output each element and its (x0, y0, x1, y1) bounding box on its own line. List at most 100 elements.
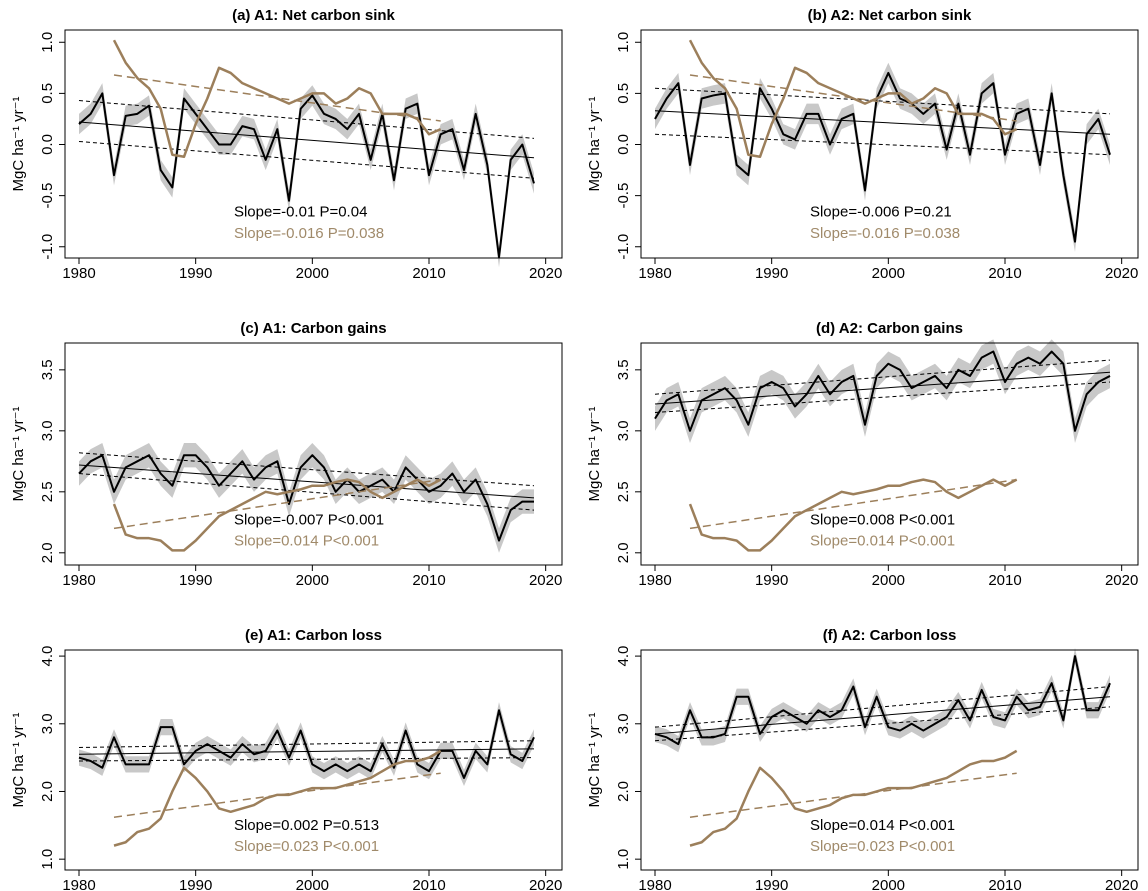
x-tick-label: 2010 (988, 265, 1021, 282)
x-tick-label: 1980 (62, 572, 95, 589)
ci-line (654, 87, 1111, 115)
series-line (654, 350, 1111, 432)
trend-line (689, 772, 1017, 818)
trend-line (654, 371, 1111, 405)
x-tick-label: 2010 (412, 572, 445, 589)
x-tick-label: 1980 (62, 265, 95, 282)
plot-frame (640, 29, 1139, 259)
trend-line (78, 464, 535, 499)
series-line (78, 709, 535, 779)
slope-annotation: Slope=0.023 P<0.001 (234, 838, 379, 855)
x-tick-label: 2020 (529, 877, 562, 891)
trend-line (113, 772, 441, 818)
y-tick-label: 2.0 (615, 542, 632, 563)
y-tick-label: 1.0 (39, 849, 56, 870)
y-axis-label: MgC ha⁻¹ yr⁻¹ (586, 96, 603, 191)
uncertainty-band (79, 83, 534, 268)
y-tick-label: 3.0 (39, 420, 56, 441)
y-tick-label: 3.0 (39, 713, 56, 734)
x-tick-label: 2020 (529, 572, 562, 589)
slope-annotation: Slope=0.014 P<0.001 (810, 533, 955, 550)
plot-frame (640, 342, 1139, 566)
y-tick-label: 2.0 (39, 542, 56, 563)
x-tick-label: 2020 (1105, 265, 1138, 282)
x-tick-label: 2000 (296, 265, 329, 282)
series-line (78, 92, 535, 258)
series-line (112, 478, 442, 552)
y-tick-label: 3.5 (39, 359, 56, 380)
uncertainty-band (655, 62, 1110, 252)
y-tick-label: 0.0 (615, 134, 632, 155)
series-line (654, 71, 1111, 243)
y-tick-label: 3.0 (615, 713, 632, 734)
plot-frame (640, 649, 1139, 871)
series-line (688, 39, 1018, 159)
ci-line (654, 133, 1111, 156)
ci-line (78, 100, 535, 139)
x-tick-label: 1990 (179, 877, 212, 891)
slope-annotation: Slope=0.002 P=0.513 (234, 817, 379, 834)
y-axis-label: MgC ha⁻¹ yr⁻¹ (10, 406, 27, 501)
y-tick-label: 2.0 (39, 781, 56, 802)
panel-title: (a) A1: Net carbon sink (232, 7, 395, 24)
trend-line (654, 696, 1111, 735)
x-tick-label: 2010 (412, 265, 445, 282)
ci-line (78, 473, 535, 511)
uncertainty-band (655, 647, 1110, 753)
x-tick-label: 2000 (296, 572, 329, 589)
y-axis-label: MgC ha⁻¹ yr⁻¹ (586, 406, 603, 501)
slope-annotation: Slope=-0.016 P=0.038 (234, 225, 384, 242)
x-tick-label: 1980 (638, 572, 671, 589)
slope-annotation: Slope=-0.007 P<0.001 (234, 512, 384, 529)
panel-title: (e) A1: Carbon loss (245, 627, 382, 644)
y-tick-label: 1.0 (615, 849, 632, 870)
x-tick-label: 1980 (638, 265, 671, 282)
trend-line (113, 478, 441, 530)
x-tick-label: 1990 (755, 877, 788, 891)
y-tick-label: 1.0 (615, 32, 632, 53)
ci-line (78, 140, 535, 179)
ci-line (654, 706, 1111, 742)
x-tick-label: 1990 (179, 265, 212, 282)
uncertainty-band (655, 339, 1110, 444)
y-tick-label: 3.0 (615, 420, 632, 441)
x-tick-label: 2020 (529, 265, 562, 282)
x-tick-label: 1990 (755, 265, 788, 282)
series-line (113, 749, 442, 847)
series-line (112, 39, 442, 159)
ci-line (78, 740, 535, 748)
trend-line (78, 748, 535, 755)
x-tick-label: 2000 (296, 877, 329, 891)
trend-line (689, 478, 1017, 530)
y-tick-label: -1.0 (39, 234, 56, 260)
y-tick-label: 2.5 (39, 481, 56, 502)
panel-title: (c) A1: Carbon gains (240, 320, 386, 337)
y-tick-label: 0.0 (39, 134, 56, 155)
panel-title: (b) A2: Net carbon sink (808, 7, 972, 24)
x-tick-label: 2000 (872, 572, 905, 589)
y-tick-label: 0.5 (39, 83, 56, 104)
series-line (654, 655, 1111, 746)
x-tick-label: 1990 (179, 572, 212, 589)
y-tick-label: 2.5 (615, 481, 632, 502)
y-tick-label: 4.0 (39, 646, 56, 667)
series-line (688, 478, 1018, 552)
trend-line (78, 121, 535, 159)
ci-line (78, 757, 535, 762)
y-axis-label: MgC ha⁻¹ yr⁻¹ (10, 712, 27, 807)
y-tick-label: -0.5 (615, 183, 632, 209)
plot-frame (64, 29, 563, 259)
x-tick-label: 2020 (1105, 877, 1138, 891)
slope-annotation: Slope=0.008 P<0.001 (810, 512, 955, 529)
panel-title: (d) A2: Carbon gains (816, 320, 963, 337)
y-axis-label: MgC ha⁻¹ yr⁻¹ (586, 712, 603, 807)
y-tick-label: 0.5 (615, 83, 632, 104)
slope-annotation: Slope=0.014 P<0.001 (234, 533, 379, 550)
x-tick-label: 2010 (988, 877, 1021, 891)
panel-title: (f) A2: Carbon loss (823, 627, 957, 644)
slope-annotation: Slope=-0.01 P=0.04 (234, 203, 367, 220)
ci-line (654, 686, 1111, 728)
x-tick-label: 1980 (638, 877, 671, 891)
x-tick-label: 2000 (872, 877, 905, 891)
